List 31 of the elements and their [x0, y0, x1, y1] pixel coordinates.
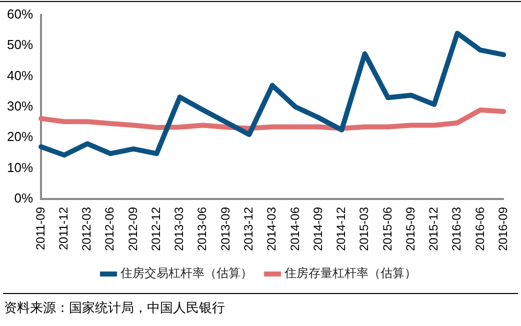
- x-tick-label: 2015-12: [426, 206, 441, 252]
- legend-label: 住房存量杠杆率（估算）: [284, 266, 416, 280]
- x-tick-label: 2014-06: [288, 206, 302, 252]
- y-tick-label: 0%: [14, 190, 34, 206]
- x-tick-label: 2011-12: [56, 206, 70, 250]
- x-tick-label: 2014-12: [334, 206, 348, 252]
- y-tick-label: 20%: [6, 129, 34, 144]
- x-tick-label: 2015-09: [403, 206, 418, 252]
- x-tick-label: 2013-12: [241, 206, 256, 252]
- x-tick-label: 2015-06: [380, 206, 394, 252]
- x-tick-label: 2012-03: [80, 206, 94, 252]
- x-tick-label: 2015-03: [357, 206, 372, 252]
- x-tick-label: 2012-06: [102, 206, 117, 252]
- y-tick-label: 50%: [6, 37, 34, 52]
- x-tick-label: 2016-06: [472, 206, 487, 252]
- y-tick-label: 30%: [6, 98, 34, 114]
- y-tick-label: 40%: [6, 68, 34, 83]
- x-tick-label: 2016-03: [450, 206, 464, 252]
- x-tick-label: 2012-12: [148, 206, 163, 252]
- x-tick-label: 2014-09: [310, 206, 325, 252]
- text: 资料来源：国家统计局，中国人民银行: [4, 300, 225, 317]
- x-tick-label: 2014-03: [264, 206, 279, 252]
- legend-label: 住房交易杠杆率（估算）: [120, 266, 252, 280]
- y-tick-label: 60%: [6, 6, 34, 22]
- x-tick-label: 2013-09: [218, 206, 232, 252]
- x-tick-label: 2011-09: [33, 206, 48, 250]
- x-tick-label: 2013-03: [172, 206, 186, 252]
- y-tick-label: 10%: [6, 160, 34, 175]
- x-tick-label: 2016-09: [496, 206, 510, 252]
- x-tick-label: 2012-09: [126, 206, 140, 252]
- x-tick-label: 2013-06: [195, 206, 210, 252]
